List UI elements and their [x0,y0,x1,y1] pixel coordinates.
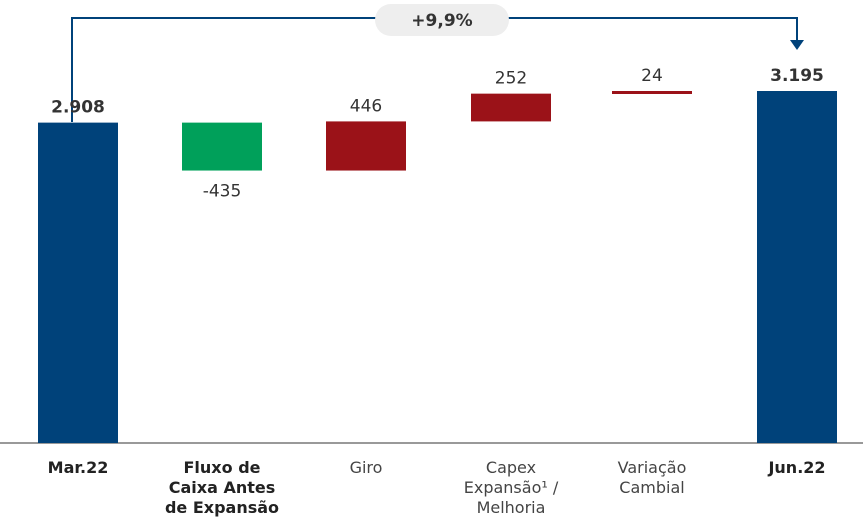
x-tick-label: Fluxo de Caixa Antes de Expansão [164,458,280,517]
bar [612,91,692,94]
bar [182,122,262,171]
arrow-head [790,40,804,50]
x-tick-label: Mar.22 [47,458,109,477]
x-tick-label: Variação Cambial [617,458,687,497]
data-label: 3.195 [770,66,824,86]
x-tick-label: Capex Expansão¹ / Melhoria [463,458,559,517]
bar [326,121,406,171]
bar [471,93,551,122]
annotation: +9,9% [411,11,472,31]
data-label: 2.908 [51,98,105,118]
data-label: 252 [495,69,527,89]
bar [38,122,118,443]
data-label: -435 [203,182,242,202]
bar [757,91,837,443]
data-label: 446 [350,96,382,116]
annotation-box [375,4,509,36]
x-tick-label: Giro [349,458,383,477]
data-label: 24 [641,66,663,86]
x-tick-label: Jun.22 [768,458,826,477]
